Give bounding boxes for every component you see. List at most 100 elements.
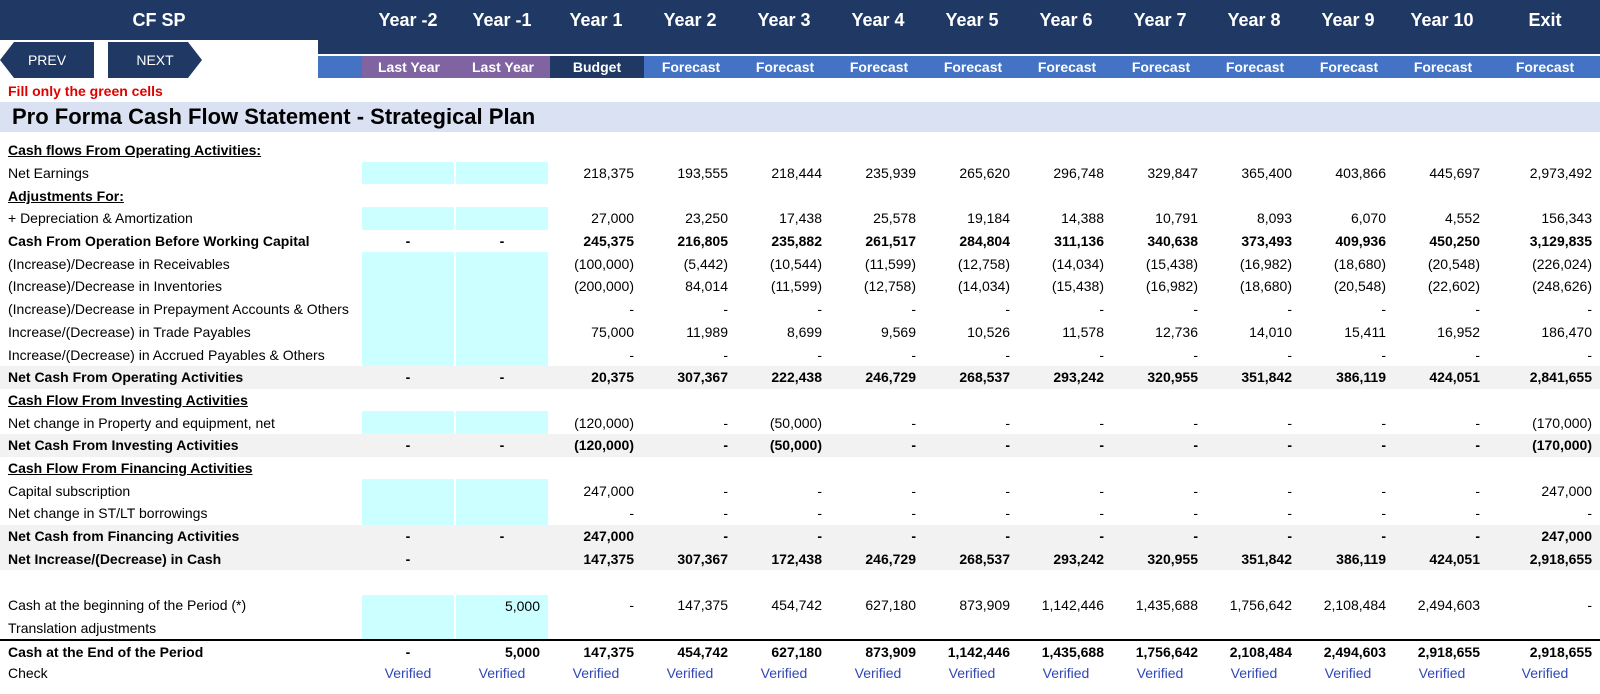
value-cell: 365,400 (1241, 165, 1292, 182)
row-label: Translation adjustments (8, 620, 157, 637)
input-cell[interactable] (456, 411, 548, 434)
table-row: Cash at the beginning of the Period (*) 5… (0, 594, 1600, 617)
value-cell: 340,638 (1147, 233, 1198, 250)
value-cell: (15,438) (1145, 255, 1198, 272)
table-row: Net Cash From Investing Activities - - (120… (0, 433, 1600, 457)
value-cell: - (817, 301, 822, 318)
value-cell: - (629, 301, 634, 318)
value-cell: - (1475, 301, 1480, 318)
input-cell[interactable] (362, 616, 454, 640)
value-cell: 873,909 (959, 597, 1010, 614)
table-row: Cash at the End of the Period - 5,000 147,3… (0, 639, 1600, 662)
value-cell: - (911, 301, 916, 318)
value-cell: - (405, 528, 411, 545)
value-cell: 403,866 (1335, 165, 1386, 182)
prev-button[interactable]: PREV (0, 42, 94, 78)
value-cell: - (1193, 346, 1198, 363)
value-cell: 218,444 (771, 165, 822, 182)
input-cell[interactable] (362, 320, 454, 344)
input-cell[interactable] (456, 161, 548, 185)
input-cell[interactable] (456, 479, 548, 502)
input-cell[interactable] (456, 297, 548, 321)
input-cell[interactable] (362, 479, 454, 502)
value-cell: (100,000) (574, 255, 634, 272)
input-cell[interactable] (362, 275, 454, 298)
input-cell[interactable] (456, 320, 548, 344)
period-type-6: Forecast (926, 56, 1020, 78)
value-cell: 10,526 (967, 323, 1010, 340)
value-cell: 2,841,655 (1529, 369, 1592, 386)
value-cell: (22,602) (1427, 278, 1480, 295)
value-cell: Verified (1230, 665, 1278, 682)
row-label: + Depreciation & Amortization (8, 210, 193, 227)
value-cell: - (405, 643, 411, 660)
value-cell: - (405, 369, 411, 386)
value-cell: 246,729 (865, 550, 916, 567)
year-header-0: Year -2 (378, 9, 438, 30)
input-cell[interactable] (362, 161, 454, 185)
value-cell: (248,626) (1532, 278, 1592, 295)
value-cell: 84,014 (685, 278, 728, 295)
value-cell: 5,000 (504, 643, 540, 660)
input-cell[interactable]: 5,000 (456, 594, 548, 617)
input-cell[interactable] (362, 411, 454, 434)
value-cell: 245,375 (583, 233, 634, 250)
value-cell: 627,180 (865, 597, 916, 614)
row-label: Check (8, 665, 48, 682)
value-cell (1114, 617, 1206, 640)
sheet-title: CF SP (0, 0, 318, 40)
value-cell: 246,729 (865, 369, 916, 386)
table-row: Cash From Operation Before Working Capit… (0, 230, 1600, 253)
input-cell[interactable] (362, 502, 454, 525)
value-cell: - (1193, 528, 1198, 545)
value-cell: 147,375 (583, 550, 634, 567)
value-cell: - (405, 233, 411, 250)
value-cell: 261,517 (865, 233, 916, 250)
value-cell: 351,842 (1241, 550, 1292, 567)
input-cell[interactable] (362, 594, 454, 617)
value-cell: Verified (1042, 665, 1090, 682)
value-cell: 386,119 (1336, 550, 1386, 567)
period-type-8: Forecast (1114, 56, 1208, 78)
period-type-9: Forecast (1208, 56, 1302, 78)
input-cell[interactable] (456, 252, 548, 276)
input-cell[interactable] (456, 343, 548, 366)
input-cell[interactable] (362, 207, 454, 230)
value-cell: (50,000) (769, 414, 822, 431)
row-label: Adjustments For: (8, 187, 124, 204)
row-label: Increase/(Decrease) in Accrued Payables … (8, 346, 325, 363)
value-cell: 8,093 (1256, 210, 1292, 227)
value-cell: - (911, 482, 916, 499)
value-cell: - (1099, 414, 1104, 431)
input-cell[interactable] (362, 252, 454, 276)
value-cell: - (1005, 482, 1010, 499)
input-cell[interactable] (362, 297, 454, 321)
value-cell: - (723, 301, 728, 318)
input-cell[interactable] (456, 616, 548, 640)
next-button[interactable]: NEXT (108, 42, 202, 78)
value-cell: Verified (384, 665, 432, 682)
value-cell: - (1099, 482, 1104, 499)
value-cell: Verified (1324, 665, 1372, 682)
value-cell: (15,438) (1051, 278, 1104, 295)
value-cell: 1,435,688 (1041, 643, 1104, 660)
input-cell[interactable] (456, 502, 548, 525)
value-cell: 14,010 (1249, 323, 1292, 340)
value-cell: 11,989 (686, 323, 728, 340)
value-cell: - (405, 437, 411, 454)
input-cell[interactable] (362, 343, 454, 366)
value-cell: 235,939 (865, 165, 916, 182)
value-cell: 6,070 (1350, 210, 1386, 227)
row-label: Capital subscription (8, 482, 131, 499)
input-cell[interactable] (456, 275, 548, 298)
row-label: Net Cash From Operating Activities (8, 369, 244, 386)
input-cell[interactable] (456, 207, 548, 230)
value-cell: 1,756,642 (1135, 643, 1198, 660)
table-row: (Increase)/Decrease in Prepayment Accoun… (0, 297, 1600, 321)
value-cell: Verified (854, 665, 902, 682)
value-cell: 265,620 (959, 165, 1010, 182)
value-cell: (16,982) (1239, 255, 1292, 272)
value-cell: - (1005, 346, 1010, 363)
value-cell: - (1475, 482, 1480, 499)
value-cell: 445,697 (1429, 165, 1480, 182)
